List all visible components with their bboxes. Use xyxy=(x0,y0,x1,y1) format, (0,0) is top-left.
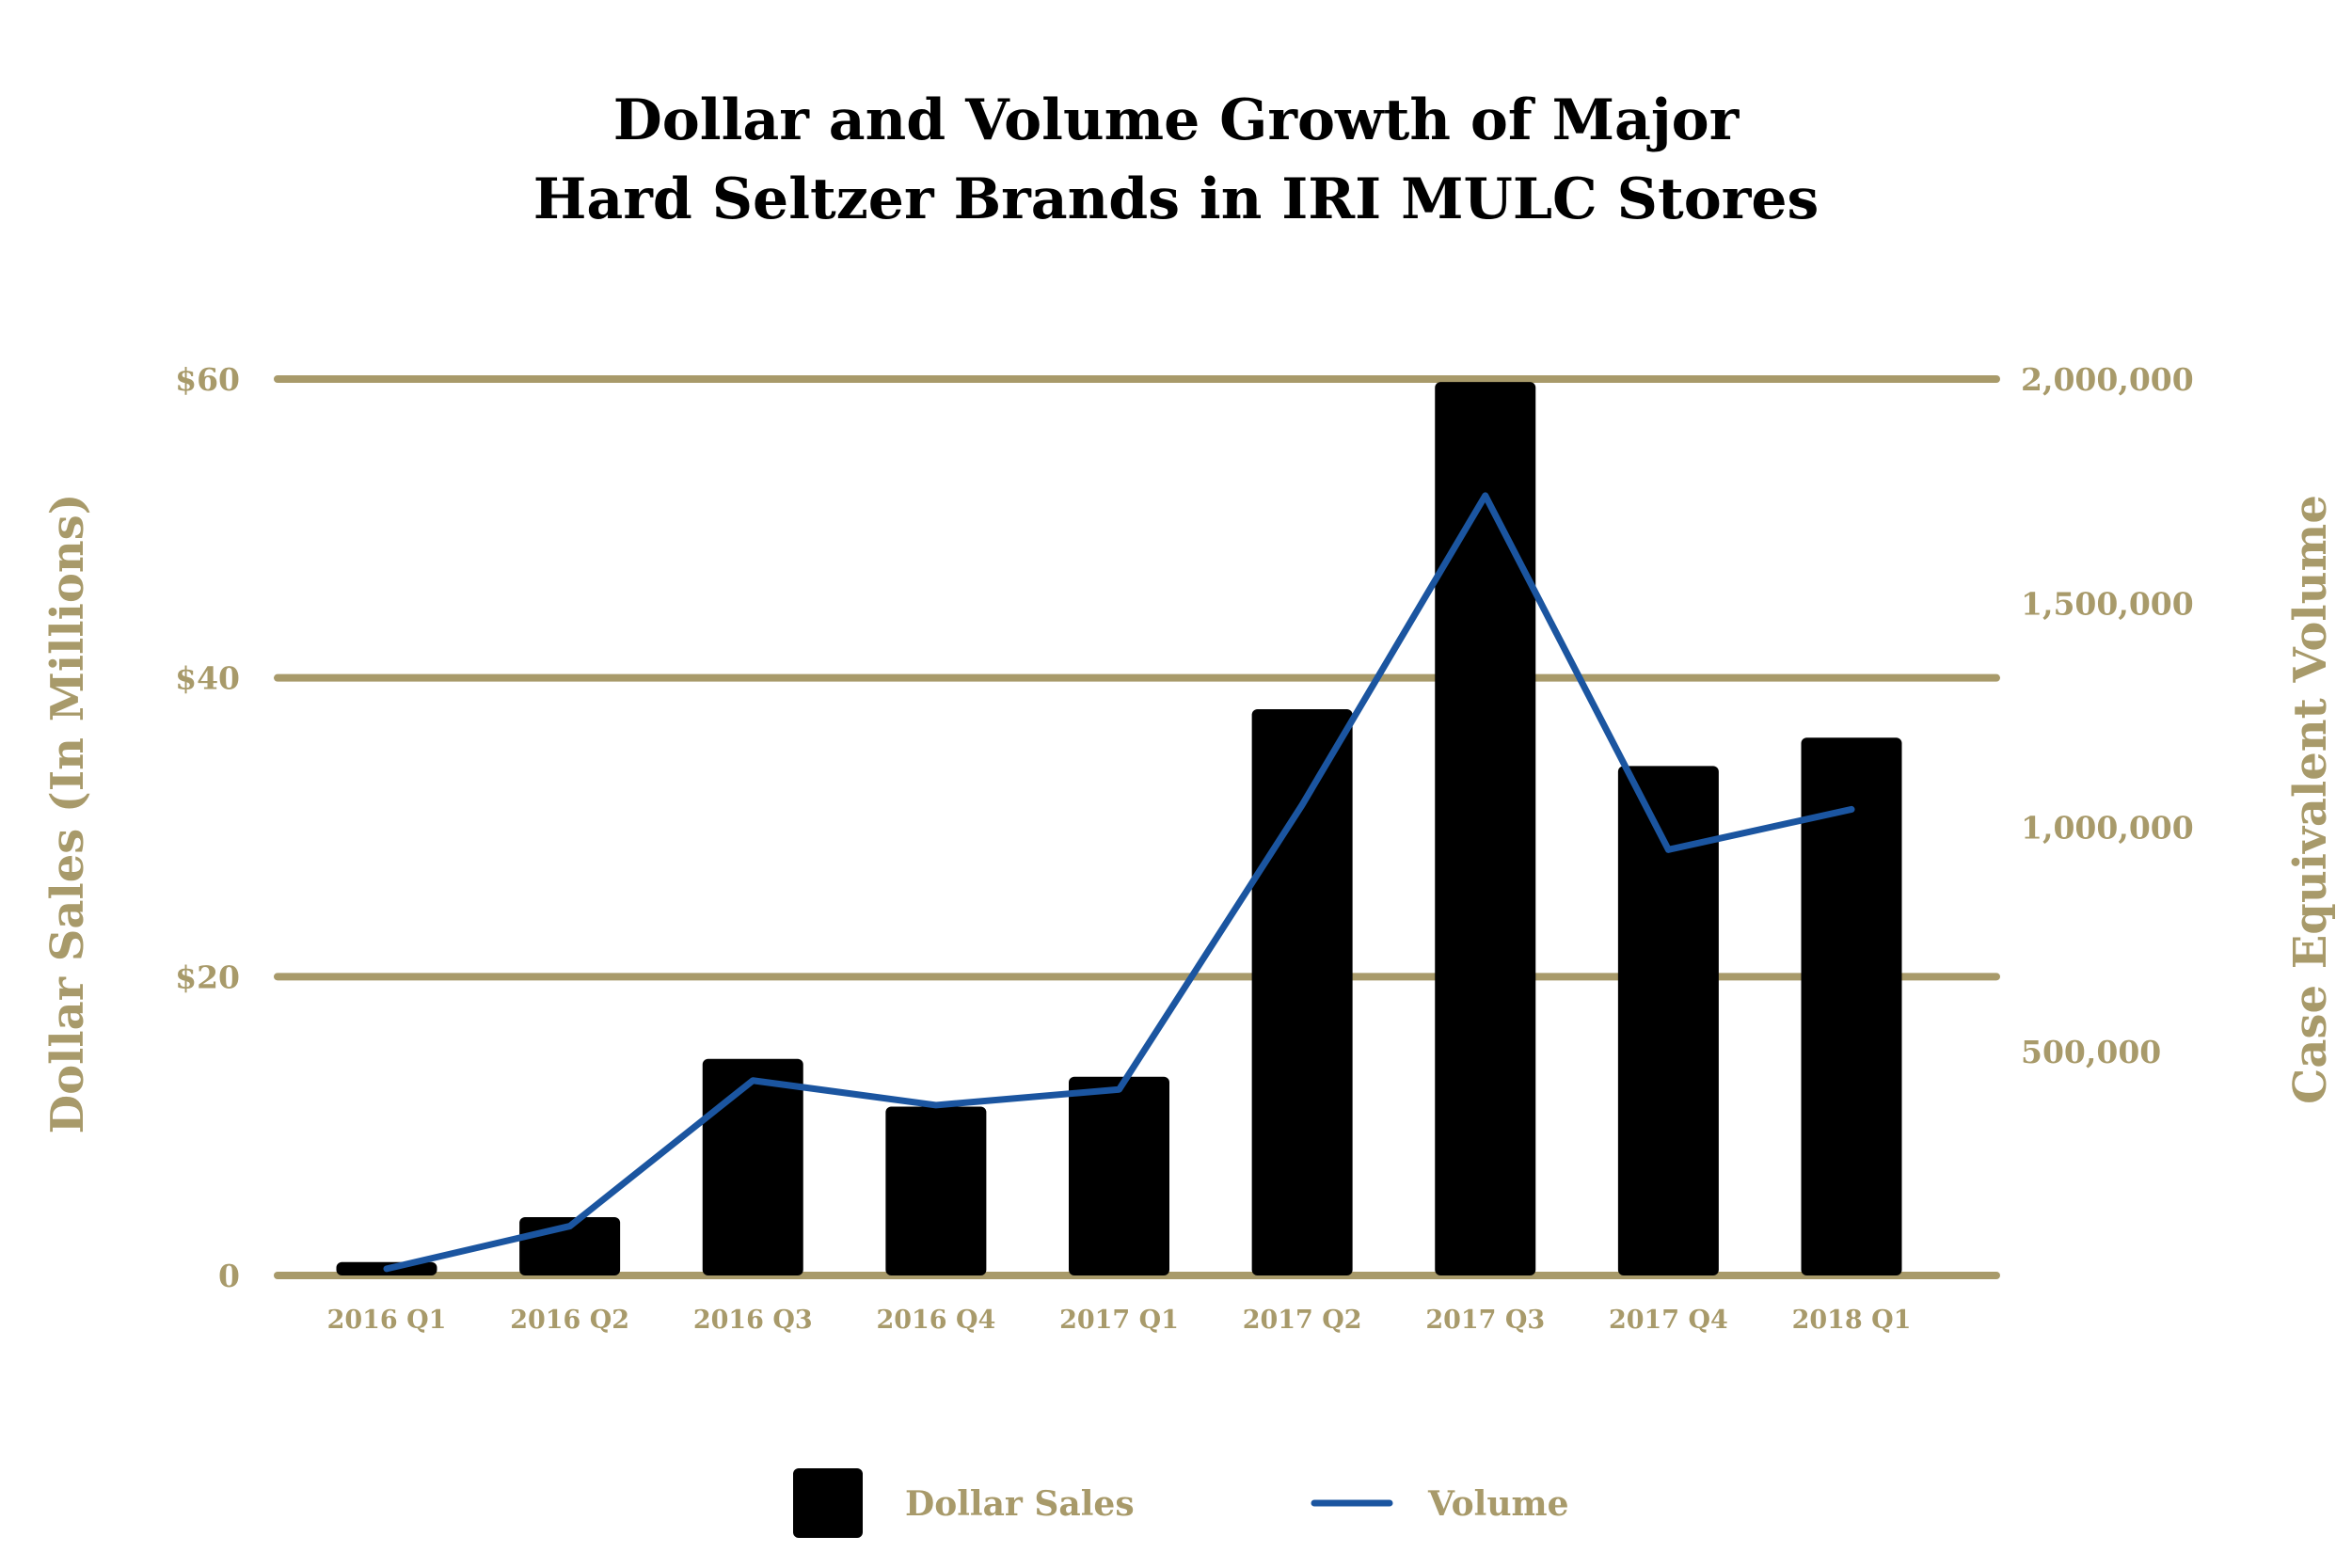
chart-title-line-2: Hard Seltzer Brands in IRI MULC Stores xyxy=(533,166,1820,232)
left-tick-label: $20 xyxy=(175,958,240,995)
right-tick-label: 1,500,000 xyxy=(2021,585,2194,622)
category-label: 2018 Q1 xyxy=(1792,1306,1912,1335)
chart-title-line-1: Dollar and Volume Growth of Major xyxy=(613,87,1740,153)
right-tick-label: 500,000 xyxy=(2021,1034,2161,1070)
category-label: 2016 Q4 xyxy=(876,1306,995,1335)
left-tick-label: $60 xyxy=(175,361,240,398)
right-axis-ticks: 500,000 1,000,000 1,500,000 2,000,000 xyxy=(2021,361,2194,1070)
left-tick-label: $40 xyxy=(175,660,240,697)
bar xyxy=(1069,1076,1169,1275)
line-series xyxy=(383,492,1855,1273)
category-label: 2017 Q1 xyxy=(1059,1306,1179,1335)
bar xyxy=(1251,709,1353,1275)
left-tick-label: 0 xyxy=(218,1258,240,1294)
category-label: 2017 Q2 xyxy=(1243,1306,1362,1335)
x-axis-ticks: 2016 Q1 2016 Q2 2016 Q3 2016 Q4 2017 Q1 2017 … xyxy=(327,1306,1912,1335)
category-label: 2016 Q2 xyxy=(510,1306,629,1335)
left-axis-ticks: 0 $20 $40 $60 xyxy=(175,361,240,1294)
legend-dollar-sales-swatch xyxy=(793,1468,863,1538)
category-label: 2016 Q1 xyxy=(327,1306,447,1335)
right-tick-label: 2,000,000 xyxy=(2021,361,2194,398)
category-label: 2017 Q4 xyxy=(1609,1306,1728,1335)
legend-volume-label: Volume xyxy=(1427,1484,1568,1524)
bar xyxy=(1617,766,1719,1275)
bar xyxy=(885,1106,987,1275)
left-axis-title: Dollar Sales (In Millions) xyxy=(41,494,94,1134)
right-tick-label: 1,000,000 xyxy=(2021,810,2194,847)
legend: Dollar Sales Volume xyxy=(793,1468,1568,1538)
bar xyxy=(1435,382,1536,1276)
right-axis-title: Case Equivalent Volume xyxy=(2284,495,2337,1104)
legend-dollar-sales-label: Dollar Sales xyxy=(905,1484,1135,1524)
category-label: 2017 Q3 xyxy=(1425,1306,1545,1335)
bar xyxy=(1801,737,1902,1275)
bar-series xyxy=(336,382,1902,1276)
bar xyxy=(702,1058,803,1275)
category-label: 2016 Q3 xyxy=(693,1306,813,1335)
